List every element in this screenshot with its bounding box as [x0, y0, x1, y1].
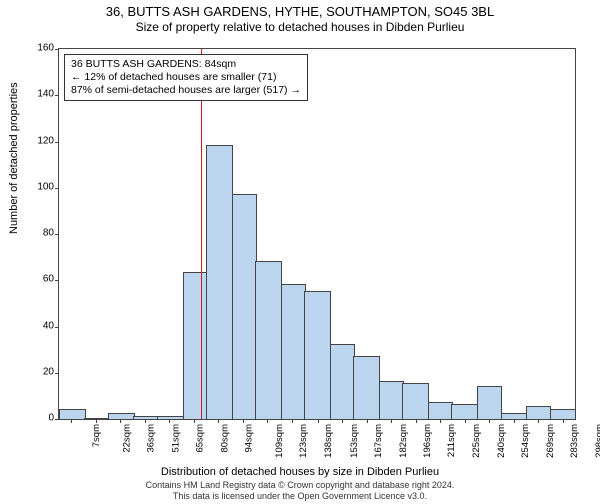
x-tick-label: 254sqm — [520, 424, 531, 458]
y-tick-label: 20 — [43, 366, 54, 377]
y-tick — [55, 142, 59, 143]
histogram-bar — [281, 284, 306, 419]
x-tick — [292, 419, 293, 423]
x-tick-label: 196sqm — [421, 424, 432, 458]
histogram-bar — [232, 194, 257, 419]
x-tick-label: 138sqm — [323, 424, 334, 458]
x-tick — [120, 419, 121, 423]
x-tick-label: 269sqm — [545, 424, 556, 458]
x-tick-label: 51sqm — [171, 424, 182, 453]
x-tick — [367, 419, 368, 423]
histogram-bar — [206, 145, 233, 419]
y-tick — [55, 280, 59, 281]
y-tick — [55, 188, 59, 189]
x-tick — [342, 419, 343, 423]
info-line: 36 BUTTS ASH GARDENS: 84sqm — [71, 58, 301, 71]
y-tick-label: 60 — [43, 274, 54, 285]
x-tick-label: 211sqm — [446, 424, 457, 457]
y-tick — [55, 234, 59, 235]
chart-title: 36, BUTTS ASH GARDENS, HYTHE, SOUTHAMPTO… — [0, 4, 600, 19]
x-tick — [194, 419, 195, 423]
x-tick-label: 123sqm — [298, 424, 309, 458]
chart-subtitle: Size of property relative to detached ho… — [0, 20, 600, 34]
histogram-bar — [157, 416, 184, 419]
x-tick — [169, 419, 170, 423]
histogram-bar — [379, 381, 404, 419]
x-axis-label: Distribution of detached houses by size … — [0, 466, 600, 478]
x-tick — [71, 419, 72, 423]
x-tick-label: 94sqm — [244, 424, 255, 453]
y-tick-label: 40 — [43, 320, 54, 331]
y-tick-label: 100 — [37, 181, 54, 192]
x-tick — [538, 419, 539, 423]
plot-area — [58, 48, 576, 420]
y-tick-label: 140 — [37, 89, 54, 100]
histogram-bar — [304, 291, 331, 419]
x-tick-label: 298sqm — [594, 424, 600, 458]
y-tick — [55, 419, 59, 420]
chart-container: 36, BUTTS ASH GARDENS, HYTHE, SOUTHAMPTO… — [0, 4, 600, 504]
histogram-bar — [550, 409, 577, 419]
y-tick-label: 0 — [48, 413, 54, 424]
info-line: 87% of semi-detached houses are larger (… — [71, 84, 301, 97]
histogram-bar — [330, 344, 355, 419]
x-tick — [243, 419, 244, 423]
histogram-bar — [255, 261, 282, 419]
info-annotation-box: 36 BUTTS ASH GARDENS: 84sqm ← 12% of det… — [64, 54, 308, 101]
y-tick — [55, 373, 59, 374]
footer-line: This data is licensed under the Open Gov… — [0, 491, 600, 502]
y-tick — [55, 95, 59, 96]
histogram-bar — [526, 406, 551, 419]
info-line: ← 12% of detached houses are smaller (71… — [71, 71, 301, 84]
x-tick-label: 109sqm — [274, 424, 285, 458]
y-tick-label: 120 — [37, 135, 54, 146]
y-axis-label: Number of detached properties — [8, 82, 20, 234]
x-tick — [465, 419, 466, 423]
x-tick-label: 240sqm — [496, 424, 507, 458]
x-tick-label: 153sqm — [349, 424, 360, 458]
x-tick-label: 167sqm — [372, 424, 383, 458]
x-tick-label: 80sqm — [220, 424, 231, 453]
x-tick — [267, 419, 268, 423]
x-tick-label: 182sqm — [398, 424, 409, 458]
x-tick-label: 65sqm — [194, 424, 205, 453]
footer-attribution: Contains HM Land Registry data © Crown c… — [0, 480, 600, 502]
histogram-bar — [183, 272, 208, 419]
x-tick — [563, 419, 564, 423]
x-tick-label: 225sqm — [470, 424, 481, 458]
x-tick — [416, 419, 417, 423]
histogram-bar — [59, 409, 86, 419]
y-tick — [55, 327, 59, 328]
x-tick — [145, 419, 146, 423]
histogram-bar — [428, 402, 453, 419]
histogram-bar — [477, 386, 502, 419]
x-tick — [218, 419, 219, 423]
reference-line — [201, 49, 202, 419]
x-tick — [391, 419, 392, 423]
x-tick — [318, 419, 319, 423]
x-tick — [440, 419, 441, 423]
x-tick-label: 283sqm — [569, 424, 580, 458]
histogram-bar — [402, 383, 429, 419]
y-tick — [55, 49, 59, 50]
x-tick — [96, 419, 97, 423]
histogram-bar — [108, 413, 135, 419]
y-tick-label: 80 — [43, 228, 54, 239]
histogram-bar — [451, 404, 478, 419]
x-tick-label: 7sqm — [91, 424, 102, 447]
x-tick-label: 36sqm — [145, 424, 156, 453]
x-tick — [514, 419, 515, 423]
y-tick-label: 160 — [37, 43, 54, 54]
x-tick — [489, 419, 490, 423]
x-tick-label: 22sqm — [122, 424, 133, 453]
footer-line: Contains HM Land Registry data © Crown c… — [0, 480, 600, 491]
histogram-bar — [353, 356, 380, 419]
